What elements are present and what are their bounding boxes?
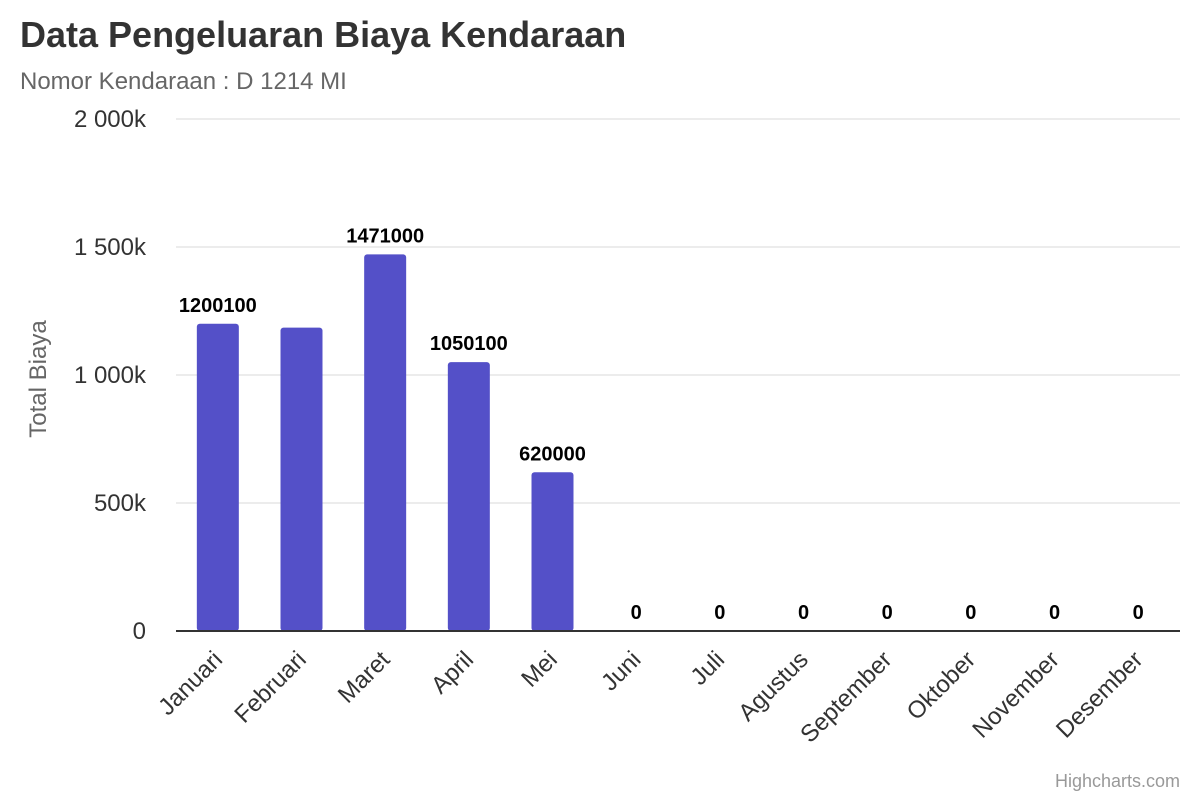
data-label: 0 xyxy=(714,602,725,624)
x-tick-label: Januari xyxy=(153,646,228,721)
data-label: 1200100 xyxy=(179,295,257,317)
data-label: 1050100 xyxy=(430,333,508,355)
x-tick-label: November xyxy=(967,646,1064,743)
data-label: 620000 xyxy=(519,443,586,465)
x-tick-label: Agustus xyxy=(733,646,813,726)
chart-subtitle: Nomor Kendaraan : D 1214 MI xyxy=(20,68,347,95)
data-label: 0 xyxy=(965,602,976,624)
x-tick-label: Mei xyxy=(516,646,562,692)
bar xyxy=(280,327,323,631)
x-tick-label: September xyxy=(795,646,897,748)
y-tick-label: 1 000k xyxy=(74,362,147,389)
data-label: 0 xyxy=(1133,602,1144,624)
data-label: 0 xyxy=(1049,602,1060,624)
bar xyxy=(531,472,574,631)
bar xyxy=(196,323,239,631)
y-tick-label: 2 000k xyxy=(74,106,147,133)
y-axis-title: Total Biaya xyxy=(25,320,52,438)
x-tick-label: April xyxy=(426,646,479,699)
data-label: 0 xyxy=(631,602,642,624)
y-tick-label: 0 xyxy=(133,618,146,645)
x-tick-label: Juli xyxy=(686,646,731,691)
bar xyxy=(364,254,407,631)
y-tick-label: 500k xyxy=(94,490,147,517)
x-tick-label: Juni xyxy=(596,646,646,696)
gridlines xyxy=(176,118,1180,504)
y-tick-label: 1 500k xyxy=(74,234,147,261)
chart-title: Data Pengeluaran Biaya Kendaraan xyxy=(20,14,627,55)
data-label: 0 xyxy=(798,602,809,624)
data-labels: 1200100 1471000 1050100 620000 0 0 0 0 0 0 0 xyxy=(179,225,1144,624)
credits-link[interactable]: Highcharts.com xyxy=(1054,771,1180,791)
x-tick-label: Oktober xyxy=(902,646,981,725)
x-tick-label: Maret xyxy=(333,646,396,709)
bars xyxy=(196,254,574,631)
data-label: 1471000 xyxy=(346,225,424,247)
data-label: 0 xyxy=(882,602,893,624)
x-tick-label: Desember xyxy=(1051,646,1148,743)
x-tick-label: Februari xyxy=(229,646,311,728)
bar xyxy=(447,362,490,631)
